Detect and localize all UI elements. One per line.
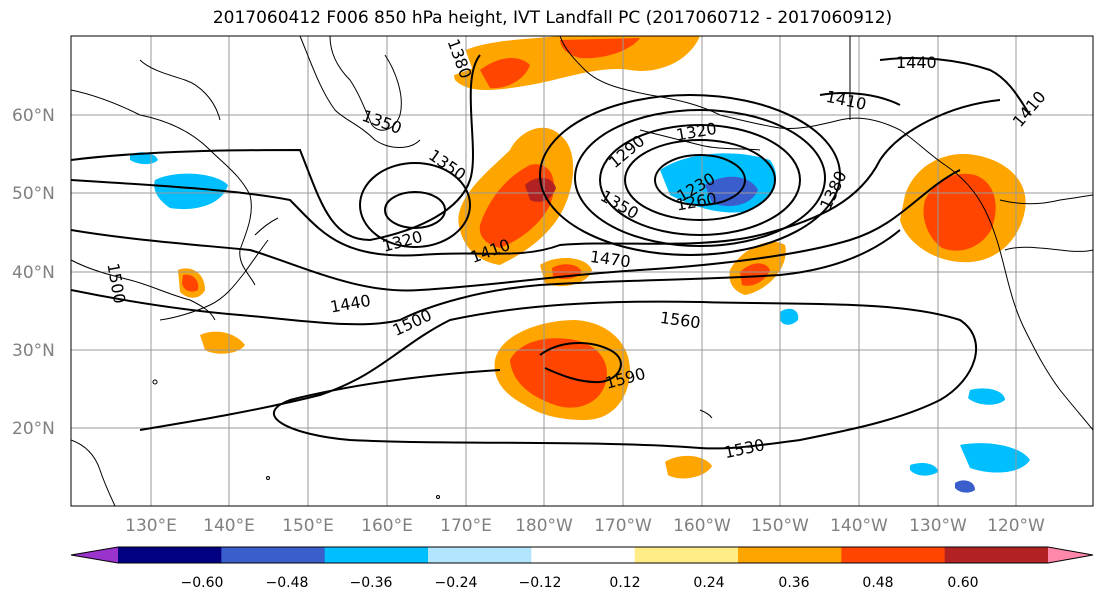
lon-label: 130°E [125,516,177,536]
colorbar-tick-label: −0.24 [435,575,478,591]
lon-label: 170°W [594,516,652,536]
lon-label: 180°W [515,516,573,536]
colorbar-tick-label: 0.12 [609,575,640,591]
lon-label: 130°W [909,516,967,536]
lon-label: 140°W [830,516,888,536]
colorbar-tick-label: 0.48 [862,575,893,591]
colorbar-tick-label: −0.36 [350,575,393,591]
colorbar-segment [428,547,532,563]
colorbar-segment [221,547,326,563]
colorbar-segment [531,547,636,563]
colorbar-segment [118,547,222,563]
lat-label: 20°N [12,419,55,439]
contour-label: 1440 [896,53,937,72]
plot-frame [70,35,1094,507]
lat-label: 50°N [12,184,55,204]
colorbar-segment [738,547,842,563]
latitude-labels: 60°N 50°N 40°N 30°N 20°N [12,106,55,439]
colorbar-segment [841,547,946,563]
colorbar-tick-label: 0.36 [778,575,809,591]
colorbar-segment [944,547,1049,563]
lon-label: 170°E [440,516,492,536]
lat-label: 60°N [12,106,55,126]
colorbar-tick-label: 0.60 [947,575,978,591]
colorbar-tick-labels: −0.60 −0.48 −0.36 −0.24 −0.12 0.12 0.24 … [181,575,979,591]
lat-label: 40°N [12,263,55,283]
colorbar [70,546,1094,564]
lon-label: 160°E [361,516,413,536]
lon-label: 120°W [987,516,1045,536]
colorbar-outline [70,546,1094,564]
colorbar-segment [324,547,429,563]
colorbar-tick-label: −0.12 [519,575,562,591]
colorbar-tick-label: −0.48 [266,575,309,591]
lon-label: 150°W [751,516,809,536]
lon-label: 160°W [673,516,731,536]
longitude-labels: 130°E 140°E 150°E 160°E 170°E 180°W 170°… [125,516,1045,536]
lon-label: 140°E [203,516,255,536]
colorbar-extend-low [71,547,118,563]
colorbar-extend-high [1048,547,1093,563]
map-title: 2017060412 F006 850 hPa height, IVT Land… [212,8,893,28]
colorbar-tick-label: −0.60 [181,575,224,591]
lon-label: 150°E [282,516,334,536]
colorbar-segment [634,547,739,563]
lat-label: 30°N [12,341,55,361]
coastlines [71,36,1093,506]
colorbar-tick-label: 0.24 [693,575,724,591]
height-contours [71,54,1031,450]
